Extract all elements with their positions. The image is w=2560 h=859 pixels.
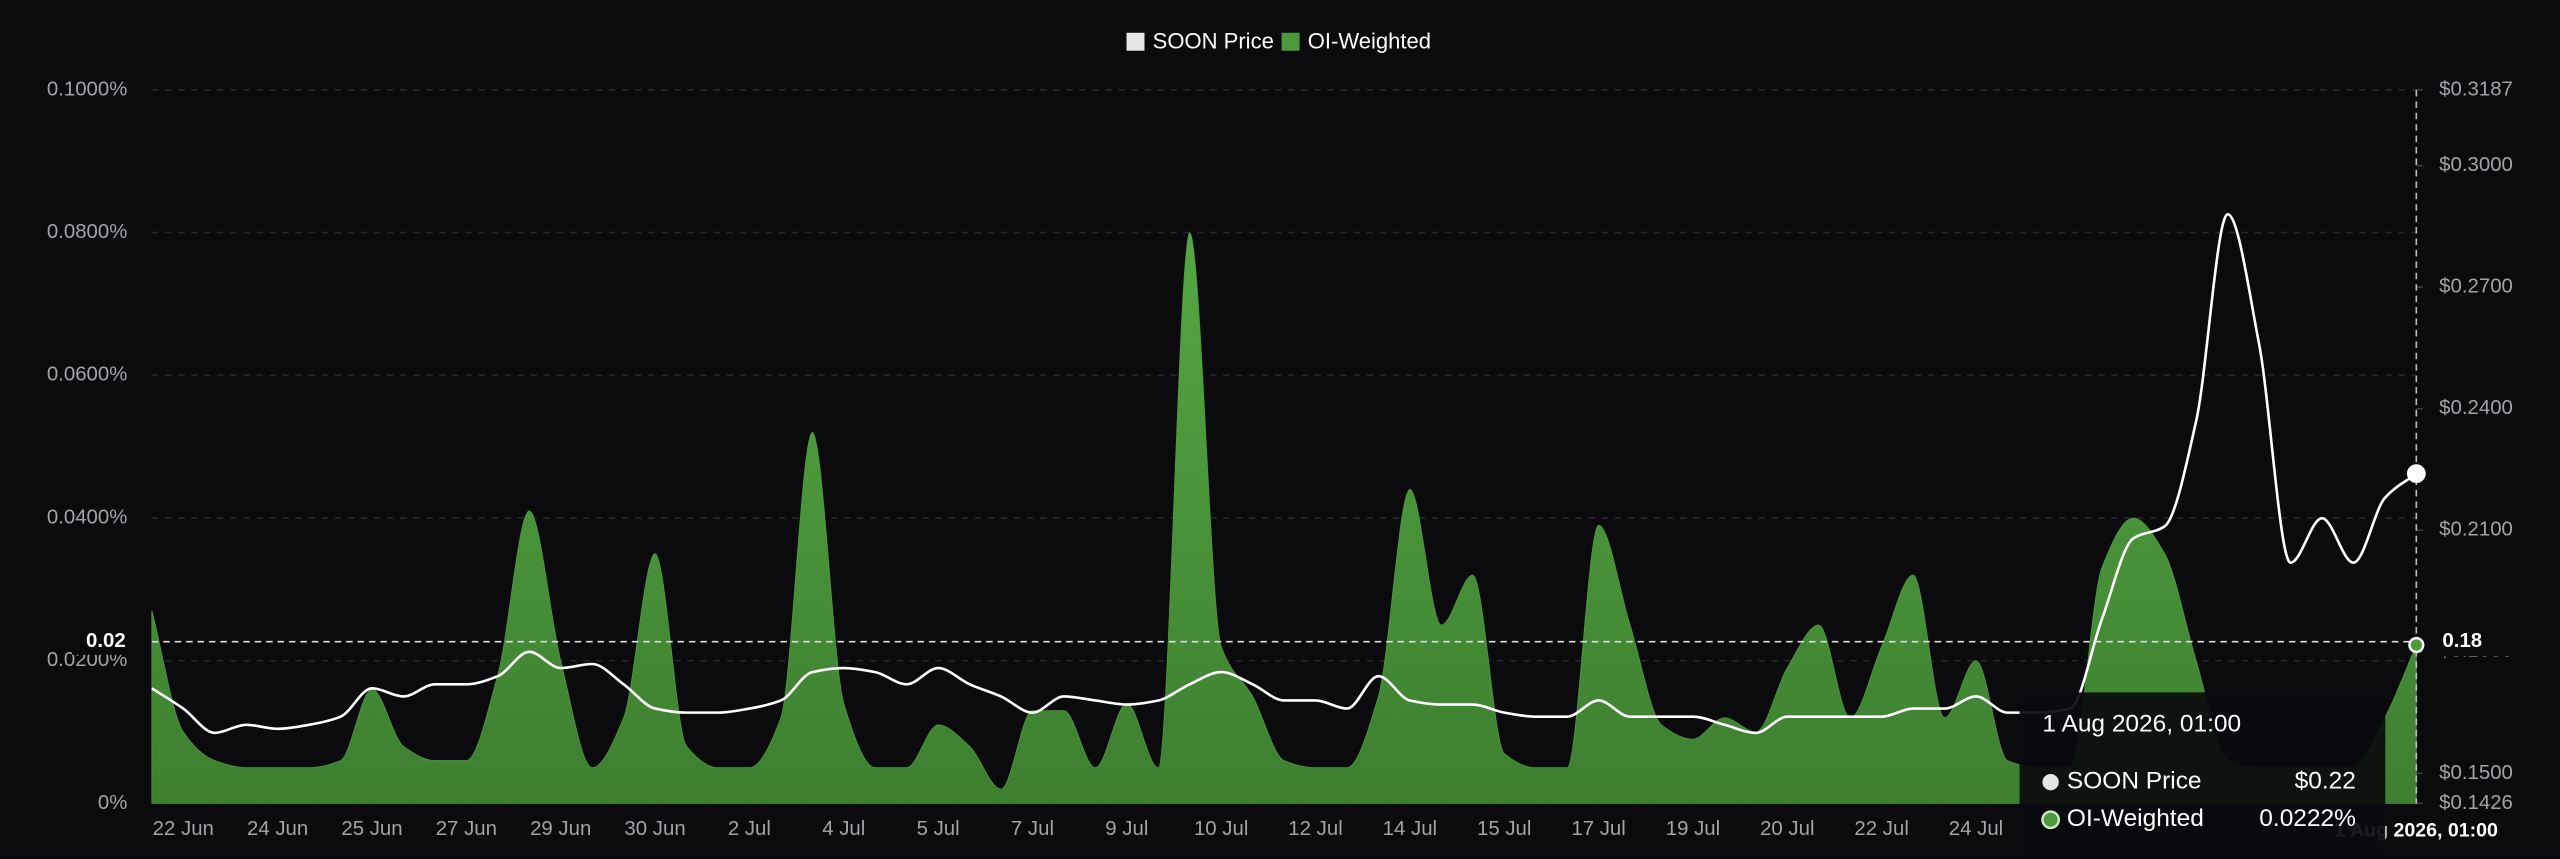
x-tick-label: 2 Jul	[728, 818, 771, 840]
x-tick-label: 5 Jul	[917, 818, 960, 840]
tooltip-value: 0.0222%	[2259, 805, 2356, 832]
tooltip-marker	[2042, 773, 2059, 791]
x-tick-label: 15 Jul	[1477, 818, 1531, 840]
y-tick-label: 0.0400%	[47, 506, 128, 528]
tooltip	[2019, 692, 2386, 859]
x-tick-label: 19 Jul	[1666, 818, 1720, 840]
x-tick-label: 29 Jun	[530, 818, 591, 840]
y-tick-label: 0.0800%	[47, 221, 128, 243]
legend-label: OI-Weighted	[1308, 28, 1431, 53]
x-tick-label: 14 Jul	[1383, 818, 1437, 840]
x-tick-label: 24 Jul	[1949, 818, 2003, 840]
legend-label: SOON Price	[1153, 28, 1274, 53]
x-tick-label: 22 Jun	[153, 818, 214, 840]
x-tick-label: 30 Jun	[624, 818, 685, 840]
crosshair-left-label: 0.02	[86, 630, 126, 652]
y2-tick-label: $0.1500	[2439, 762, 2513, 784]
x-tick-label: 4 Jul	[822, 818, 865, 840]
y2-tick-label: $0.2100	[2439, 519, 2513, 541]
tooltip-value: $0.22	[2295, 768, 2356, 795]
x-tick-label: 25 Jun	[341, 818, 402, 840]
y2-tick-label: $0.3000	[2439, 154, 2513, 176]
tooltip-name: SOON Price	[2067, 768, 2202, 795]
x-tick-label: 27 Jun	[436, 818, 497, 840]
crosshair-right-box	[2426, 627, 2525, 657]
x-tick-label: 17 Jul	[1571, 818, 1625, 840]
x-tick-label: 24 Jun	[247, 818, 308, 840]
tooltip-marker	[2041, 810, 2060, 830]
x-tick-label: 20 Jul	[1760, 818, 1814, 840]
crosshair-left-box	[71, 628, 141, 655]
tooltip-title: 1 Aug 2026, 01:00	[2042, 710, 2241, 737]
y-tick-label: 0.0600%	[47, 364, 128, 386]
tooltip-name: OI-Weighted	[2067, 805, 2204, 832]
x-tick-label: 9 Jul	[1105, 818, 1148, 840]
hover-point	[2406, 464, 2426, 483]
y2-tick-label: $0.2700	[2439, 276, 2513, 298]
y2-tick-label: $0.1426	[2439, 792, 2513, 814]
y2-tick-label: $0.3187	[2439, 78, 2513, 100]
y-tick-label: 0%	[98, 792, 127, 814]
legend-swatch	[1281, 32, 1300, 51]
legend-swatch	[1126, 32, 1145, 51]
overlay: 0.02 0.181 Aug 2026, 01:001 Aug 2026, 01:…	[71, 28, 2525, 859]
x-tick-label: 12 Jul	[1288, 818, 1342, 840]
x-tick-label: 22 Jul	[1854, 818, 1908, 840]
x-tick-label: 7 Jul	[1011, 818, 1054, 840]
line	[151, 212, 2418, 735]
hover-point	[2408, 636, 2425, 654]
x-tick-label: 10 Jul	[1194, 818, 1248, 840]
y-tick-label: 0.1000%	[47, 78, 128, 100]
y2-tick-label: $0.2400	[2439, 397, 2513, 419]
crosshair-right-label: 0.18	[2442, 630, 2482, 652]
grid: 0%0.0200%0.0400%0.0600%0.0800%0.1000%$0.…	[47, 78, 2513, 840]
